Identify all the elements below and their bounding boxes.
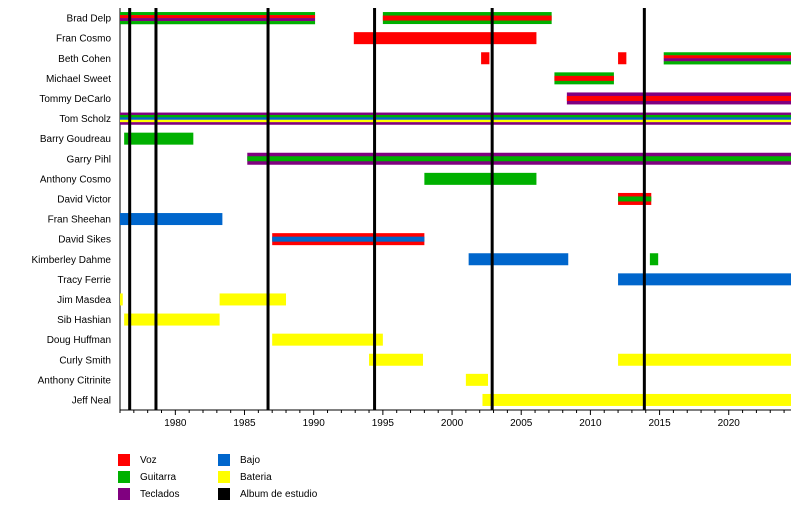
bar-doug-huffman-0 <box>272 333 383 346</box>
bar-fran-cosmo-0 <box>353 32 537 45</box>
legend-label-bateria: Bateria <box>240 471 272 483</box>
x-tick-label-1990: 1990 <box>303 418 326 429</box>
legend-label-guitarra: Guitarra <box>140 471 177 483</box>
member-label-sib-hashian: Sib Hashian <box>57 315 111 326</box>
legend-item-voz: Voz <box>118 452 157 468</box>
bar-david-victor-0 <box>618 192 652 205</box>
bar-michael-sweet-0 <box>554 72 614 85</box>
legend-item-teclados: Teclados <box>118 486 179 502</box>
legend-item-album-de-estudio: Album de estudio <box>218 486 317 502</box>
bar-brad-delp-0 <box>120 12 316 25</box>
member-label-tracy-ferrie: Tracy Ferrie <box>57 275 111 286</box>
legend-label-voz: Voz <box>140 454 157 466</box>
bar-beth-cohen-1 <box>618 52 627 65</box>
member-label-garry-pihl: Garry Pihl <box>67 154 111 165</box>
member-label-beth-cohen: Beth Cohen <box>58 54 111 65</box>
legend-item-bajo: Bajo <box>218 452 260 468</box>
bar-sib-hashian-0 <box>124 313 220 326</box>
member-label-fran-cosmo: Fran Cosmo <box>56 34 111 45</box>
x-tick-label-2000: 2000 <box>441 418 464 429</box>
legend-item-bateria: Bateria <box>218 469 272 485</box>
bar-tommy-decarlo-0 <box>566 92 791 105</box>
legend: Voz Guitarra Teclados Bajo Bateria Album… <box>118 452 448 504</box>
bar-kimberley-dahme-0 <box>468 253 569 266</box>
member-label-jim-masdea: Jim Masdea <box>57 295 111 306</box>
x-tick-label-1980: 1980 <box>164 418 187 429</box>
legend-swatch-bajo <box>218 454 230 466</box>
legend-label-album-de-estudio: Album de estudio <box>240 488 318 500</box>
bar-tracy-ferrie-0 <box>618 273 791 286</box>
member-label-anthony-citrinite: Anthony Citrinite <box>38 375 112 386</box>
legend-swatch-guitarra <box>118 471 130 483</box>
bar-anthony-cosmo-0 <box>424 172 537 185</box>
member-label-doug-huffman: Doug Huffman <box>47 335 111 346</box>
bar-kimberley-dahme-1 <box>649 253 659 266</box>
member-label-anthony-cosmo: Anthony Cosmo <box>40 174 112 185</box>
legend-swatch-voz <box>118 454 130 466</box>
x-tick-label-2015: 2015 <box>648 418 671 429</box>
bar-garry-pihl-0 <box>247 152 791 165</box>
member-label-barry-goudreau: Barry Goudreau <box>40 134 111 145</box>
member-label-michael-sweet: Michael Sweet <box>46 74 111 85</box>
bar-curly-smith-1 <box>618 353 791 366</box>
legend-label-bajo: Bajo <box>240 454 261 466</box>
member-label-fran-sheehan: Fran Sheehan <box>48 215 111 226</box>
legend-swatch-album-de-estudio <box>218 488 230 500</box>
legend-swatch-teclados <box>118 488 130 500</box>
member-label-david-victor: David Victor <box>57 194 111 205</box>
bar-brad-delp-1 <box>382 12 552 25</box>
bar-tom-scholz-0 <box>120 112 791 125</box>
bar-jim-masdea-1 <box>219 293 287 306</box>
x-tick-label-2005: 2005 <box>510 418 533 429</box>
legend-item-guitarra: Guitarra <box>118 469 176 485</box>
member-label-david-sikes: David Sikes <box>58 235 111 246</box>
bar-jim-masdea-0 <box>120 293 123 306</box>
legend-swatch-bateria <box>218 471 230 483</box>
member-label-curly-smith: Curly Smith <box>59 355 111 366</box>
x-tick-label-2010: 2010 <box>579 418 602 429</box>
x-tick-label-2020: 2020 <box>718 418 741 429</box>
bar-david-sikes-0 <box>272 233 425 246</box>
bar-anthony-citrinite-0 <box>465 373 489 386</box>
bar-beth-cohen-2 <box>663 52 791 65</box>
bar-jeff-neal-0 <box>482 393 791 406</box>
member-label-kimberley-dahme: Kimberley Dahme <box>32 255 112 266</box>
x-tick-label-1995: 1995 <box>372 418 395 429</box>
member-label-jeff-neal: Jeff Neal <box>72 395 111 406</box>
x-tick-label-1985: 1985 <box>233 418 256 429</box>
bar-curly-smith-0 <box>369 353 423 366</box>
bar-barry-goudreau-0 <box>124 132 194 145</box>
legend-label-teclados: Teclados <box>140 488 180 500</box>
member-label-brad-delp: Brad Delp <box>67 14 112 25</box>
bar-beth-cohen-0 <box>481 52 490 65</box>
member-label-tom-scholz: Tom Scholz <box>59 114 111 125</box>
bar-fran-sheehan-0 <box>120 213 223 226</box>
member-label-tommy-decarlo: Tommy DeCarlo <box>39 94 111 105</box>
